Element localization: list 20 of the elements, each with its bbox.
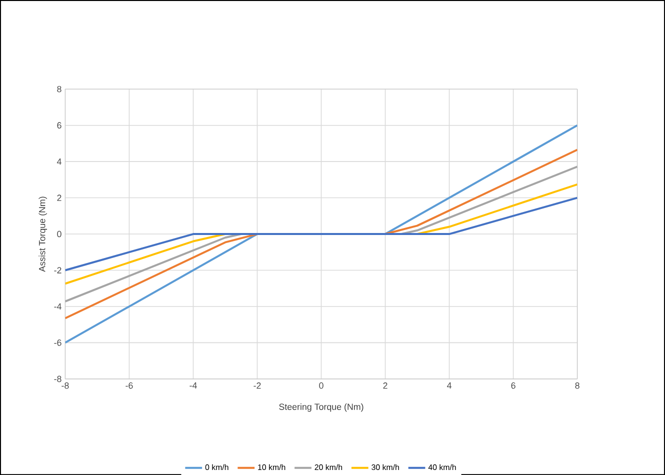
x-tick-label: 2 (383, 382, 388, 389)
x-tick-label: -6 (126, 382, 133, 389)
y-tick-label: 6 (57, 122, 62, 128)
y-axis-title: Assist Torque (Nm) (38, 196, 48, 272)
y-tick-label: -6 (54, 340, 62, 346)
x-tick-label: 6 (511, 382, 516, 389)
y-tick-label: 8 (57, 86, 62, 92)
x-tick-label: -8 (62, 382, 69, 389)
y-tick-label: -4 (54, 303, 62, 310)
y-tick-label: 4 (56, 158, 62, 165)
x-tick-label: 8 (575, 382, 580, 389)
x-tick-label: -4 (190, 382, 197, 389)
x-tick-label: 0 (319, 382, 324, 389)
x-tick-label: -2 (254, 382, 261, 389)
x-axis-title: Steering Torque (Nm) (279, 403, 364, 412)
y-tick-label: 0 (57, 230, 62, 238)
x-tick-label: 4 (447, 382, 452, 389)
y-tick-label: -2 (54, 267, 62, 274)
y-tick-label: 2 (57, 194, 62, 201)
y-tick-label: -8 (54, 376, 62, 382)
